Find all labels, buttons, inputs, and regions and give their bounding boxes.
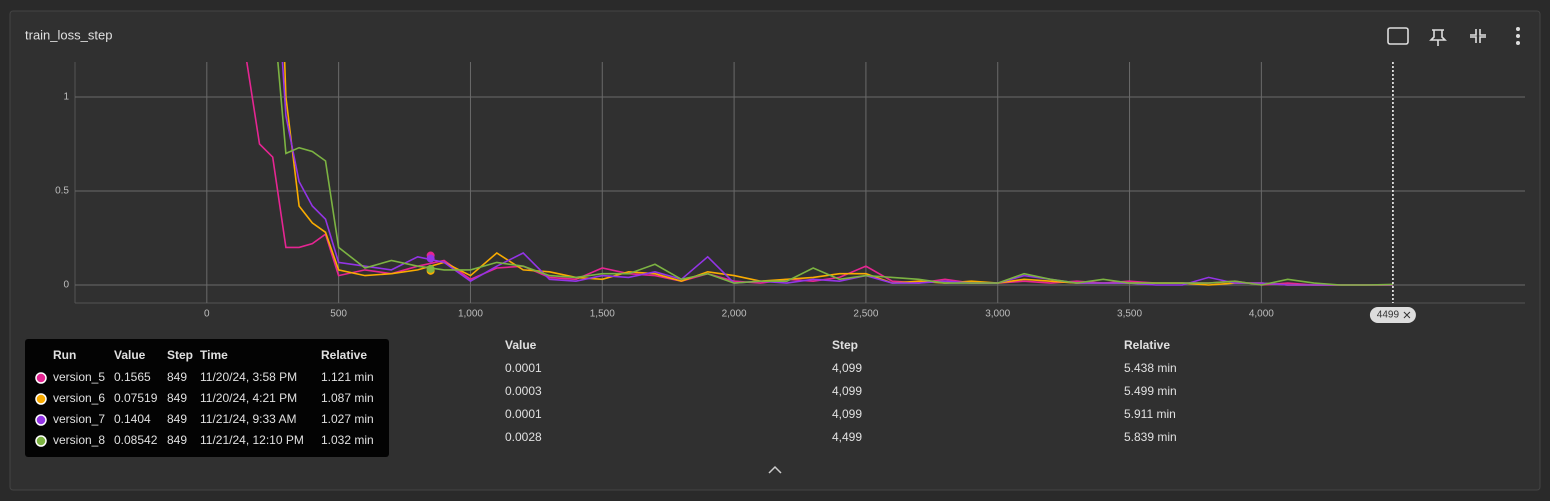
tooltip-cell: version_5 <box>53 370 105 384</box>
y-tick-label: 1 <box>63 92 69 103</box>
tooltip-header: Relative <box>321 348 367 362</box>
step-chip-label: 4499 <box>1377 310 1400 321</box>
tooltip-cell: version_7 <box>53 412 105 426</box>
tooltip-cell: 1.087 min <box>321 391 374 405</box>
tooltip-cell: 0.1404 <box>114 412 151 426</box>
run-swatch <box>35 435 47 447</box>
table-cell: 4,099 <box>832 361 862 375</box>
table-cell: 5.499 min <box>1124 384 1177 398</box>
x-tick-label: 0 <box>204 309 210 320</box>
step-chip <box>1369 307 1416 323</box>
run-swatch <box>35 393 47 405</box>
fit-icon[interactable] <box>1387 27 1409 45</box>
x-tick-label: 500 <box>330 309 347 320</box>
tooltip-cell: 1.121 min <box>321 370 374 384</box>
y-tick-label: 0.5 <box>55 186 69 197</box>
table-cell: 4,099 <box>832 407 862 421</box>
tooltip-cell: 0.1565 <box>114 370 151 384</box>
x-tick-label: 2,500 <box>853 309 878 320</box>
more-icon[interactable] <box>1516 27 1520 45</box>
x-tick-label: 1,000 <box>458 309 483 320</box>
pin-icon[interactable] <box>1429 29 1447 46</box>
table-cell: 5.839 min <box>1124 430 1177 444</box>
chip-close <box>1403 311 1411 319</box>
card-frame <box>9 10 1541 491</box>
y-tick-label: 0 <box>63 280 69 291</box>
card-title: train_loss_step <box>25 27 112 42</box>
toolbar <box>1387 27 1486 46</box>
tooltip-cell: 0.07519 <box>114 391 158 405</box>
tooltip-cell: version_8 <box>53 433 105 447</box>
series-line <box>277 62 1393 286</box>
tooltip-cell: 11/21/24, 12:10 PM <box>200 433 304 447</box>
tooltip-box <box>25 339 389 457</box>
expand-icon[interactable] <box>768 465 782 474</box>
x-tick-label: 2,000 <box>722 309 747 320</box>
table-cell: 4,499 <box>832 430 862 444</box>
tooltip-cell: 849 <box>167 391 187 405</box>
table-header: Relative <box>1124 338 1170 352</box>
tooltip-cell: 849 <box>167 412 187 426</box>
table-cell: 0.0001 <box>505 361 542 375</box>
hover-dot <box>426 254 435 263</box>
table-cell: 0.0028 <box>505 430 542 444</box>
tooltip-cell: 1.032 min <box>321 433 374 447</box>
table-header: Step <box>832 338 858 352</box>
run-swatch <box>35 414 47 426</box>
table-cell: 5.911 min <box>1124 407 1176 421</box>
tooltip-cell: 11/21/24, 9:33 AM <box>200 412 297 426</box>
table-cell: 4,099 <box>832 384 862 398</box>
collapse-icon[interactable] <box>1470 29 1486 43</box>
run-swatch <box>35 372 47 384</box>
tooltip-cell: 1.027 min <box>321 412 374 426</box>
tooltip-cell: 849 <box>167 370 187 384</box>
table-header: Value <box>505 338 537 352</box>
tooltip-cell: 0.08542 <box>114 433 158 447</box>
tooltip-cell: version_6 <box>53 391 105 405</box>
hover-dot <box>426 264 435 273</box>
tooltip-header: Step <box>167 348 193 362</box>
table-cell: 5.438 min <box>1124 361 1177 375</box>
table-cell: 0.0003 <box>505 384 542 398</box>
tooltip-cell: 849 <box>167 433 187 447</box>
x-tick-label: 1,500 <box>590 309 615 320</box>
tooltip-header: Value <box>114 348 146 362</box>
x-tick-label: 4,000 <box>1249 309 1274 320</box>
tooltip-cell: 11/20/24, 3:58 PM <box>200 370 297 384</box>
x-tick-label: 3,000 <box>985 309 1010 320</box>
tooltip-cell: 11/20/24, 4:21 PM <box>200 391 297 405</box>
tooltip-header: Time <box>200 348 228 362</box>
table-cell: 0.0001 <box>505 407 542 421</box>
x-tick-label: 3,500 <box>1117 309 1142 320</box>
tooltip-header: Run <box>53 348 76 362</box>
